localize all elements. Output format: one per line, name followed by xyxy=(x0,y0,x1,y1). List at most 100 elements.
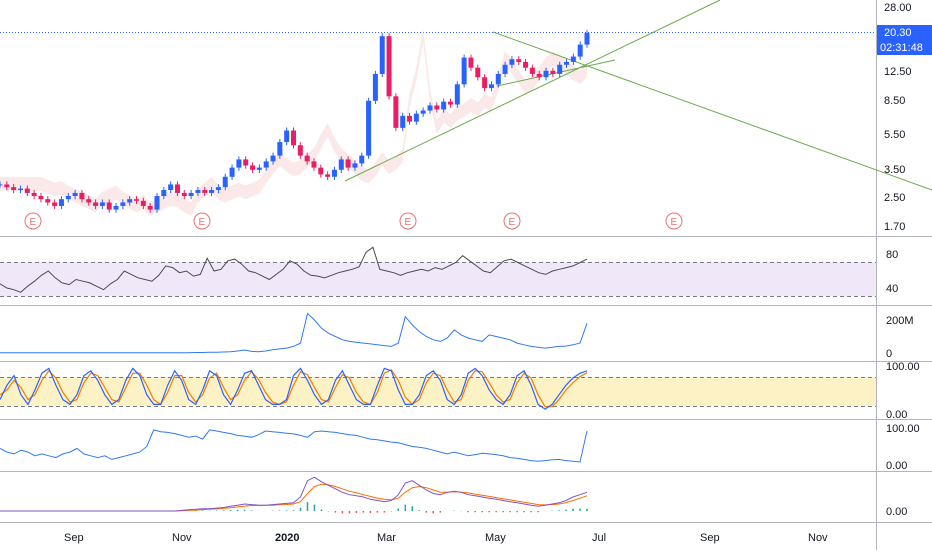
stoch-series xyxy=(0,367,588,410)
volume-line xyxy=(0,312,588,354)
price-tick-label: 3.50 xyxy=(884,164,905,176)
price-candle xyxy=(468,57,474,68)
price-tick-label: 12.50 xyxy=(884,66,912,78)
price-candle xyxy=(256,167,262,170)
price-tick-label: 8.50 xyxy=(884,95,905,107)
price-tick-label: 5.50 xyxy=(884,129,905,141)
time-axis: Sep Nov 2020 Mar May Jul Sep Nov xyxy=(64,532,828,544)
price-tick-label: 28.00 xyxy=(884,2,912,14)
price-candle xyxy=(168,184,174,191)
time-tick-label: 2020 xyxy=(275,532,299,544)
rsi-line xyxy=(0,246,588,293)
price-candle xyxy=(523,61,529,68)
macd-line xyxy=(0,476,588,512)
earnings-marker-label: E xyxy=(405,217,412,228)
price-candle xyxy=(195,190,201,193)
last-price-badge xyxy=(877,25,932,40)
price-candle xyxy=(31,192,37,196)
price-candle xyxy=(359,155,365,164)
price-candle xyxy=(488,84,494,89)
price-candle xyxy=(222,176,228,188)
price-candle xyxy=(17,188,23,191)
price-candle xyxy=(516,59,522,62)
rsi-series xyxy=(0,246,588,293)
price-candle xyxy=(509,59,515,65)
price-candle xyxy=(420,110,426,114)
macd-series xyxy=(0,476,588,514)
price-candle xyxy=(113,205,119,210)
macd-signal-line xyxy=(0,483,588,512)
price-candle xyxy=(372,73,378,101)
price-candle xyxy=(386,36,392,97)
price-candle xyxy=(120,202,126,206)
volume-tick-label: 0 xyxy=(886,348,892,360)
price-candle xyxy=(202,190,208,193)
stoch-k-line xyxy=(0,367,588,410)
price-candle xyxy=(434,105,440,110)
countdown-badge xyxy=(877,40,932,55)
time-tick-label: Sep xyxy=(700,532,720,544)
time-tick-label: Sep xyxy=(64,532,84,544)
price-candle xyxy=(400,115,406,128)
countdown-label: 02:31:48 xyxy=(880,42,923,54)
price-candle xyxy=(58,199,64,206)
price-candle xyxy=(11,187,17,191)
price-candle xyxy=(311,161,317,168)
time-tick-label: Mar xyxy=(377,532,396,544)
price-candle xyxy=(24,188,30,193)
stoch-d-line xyxy=(0,369,588,408)
price-candle xyxy=(52,202,58,206)
price-candle xyxy=(147,205,153,210)
price-candle xyxy=(557,64,563,74)
earnings-marker-label: E xyxy=(199,217,206,228)
trendline xyxy=(496,59,616,87)
price-candle xyxy=(325,174,331,177)
trendline xyxy=(344,0,721,182)
price-candle xyxy=(243,159,249,166)
line-indicator-series xyxy=(0,429,588,463)
price-candle xyxy=(366,100,372,156)
price-candle xyxy=(140,200,146,206)
price-candle xyxy=(174,184,180,193)
price-candle xyxy=(127,199,133,203)
earnings-marker-label: E xyxy=(671,217,678,228)
macd-tick-label: 0.00 xyxy=(886,506,907,518)
volume-series xyxy=(0,312,588,354)
price-candle xyxy=(482,77,488,89)
price-candle xyxy=(4,184,10,188)
price-candle xyxy=(570,56,576,62)
price-series xyxy=(0,29,590,213)
price-axis: 28.00 12.50 8.50 5.50 3.50 2.50 1.70 xyxy=(884,2,912,233)
line-tick-label: 100.00 xyxy=(886,423,920,435)
earnings-marker xyxy=(665,212,683,230)
earnings-marker xyxy=(399,212,417,230)
price-candle xyxy=(338,159,344,170)
line-tick-label: 0.00 xyxy=(886,460,907,472)
price-candle xyxy=(270,155,276,162)
price-candle xyxy=(447,101,453,105)
price-candle xyxy=(291,130,296,146)
time-tick-label: Nov xyxy=(808,532,828,544)
price-candle xyxy=(215,187,221,191)
rsi-band xyxy=(0,262,876,296)
price-candle xyxy=(181,192,187,196)
price-candle xyxy=(284,130,290,143)
price-candle xyxy=(413,113,419,122)
price-candle xyxy=(86,199,92,203)
price-candle xyxy=(379,36,385,74)
price-candle xyxy=(229,167,235,177)
price-candle xyxy=(72,192,78,196)
trendlines xyxy=(344,0,932,191)
stoch-band xyxy=(0,377,876,406)
price-candle xyxy=(263,161,269,168)
earnings-marker-label: E xyxy=(509,217,516,228)
price-candle xyxy=(134,199,140,201)
price-candle xyxy=(277,142,283,156)
price-tick-label: 1.70 xyxy=(884,221,905,233)
price-candle xyxy=(407,115,413,122)
price-candle xyxy=(352,163,358,168)
last-price-label: 20.30 xyxy=(884,27,912,39)
price-tick-label: 2.50 xyxy=(884,192,905,204)
